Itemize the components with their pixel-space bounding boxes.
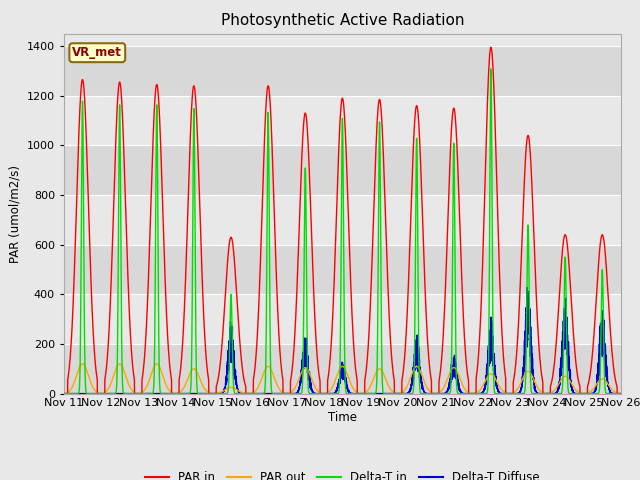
PAR out (60, 391, 68, 396)
PAR out (322, 391, 330, 396)
PAR in (322, 391, 330, 396)
PAR in (160, 246, 168, 252)
PAR out (436, 389, 444, 395)
PAR in (487, 44, 495, 50)
PAR out (467, 391, 475, 396)
Delta-T Diffuse (60, 391, 68, 396)
Delta-T Diffuse (499, 391, 506, 396)
Legend: PAR in, PAR out, Delta-T in, Delta-T Diffuse: PAR in, PAR out, Delta-T in, Delta-T Dif… (140, 466, 545, 480)
Bar (64, 294, 621, 344)
PAR in (467, 391, 475, 396)
Delta-T in (160, 391, 168, 396)
Delta-T Diffuse (467, 391, 475, 396)
PAR in (617, 391, 625, 396)
X-axis label: Time: Time (328, 411, 357, 424)
Delta-T Diffuse (160, 391, 168, 396)
Line: Delta-T Diffuse: Delta-T Diffuse (64, 288, 621, 394)
PAR out (499, 388, 507, 394)
Bar (64, 145, 621, 195)
Title: Photosynthetic Active Radiation: Photosynthetic Active Radiation (221, 13, 464, 28)
Delta-T in (499, 391, 507, 396)
Line: PAR in: PAR in (64, 47, 621, 394)
Delta-T in (617, 391, 625, 396)
Bar (64, 245, 621, 294)
Delta-T in (487, 66, 495, 72)
Delta-T in (616, 391, 624, 396)
Delta-T Diffuse (616, 391, 624, 396)
Line: Delta-T in: Delta-T in (64, 69, 621, 394)
Bar (64, 344, 621, 394)
Delta-T Diffuse (436, 391, 444, 396)
Delta-T in (60, 391, 68, 396)
Y-axis label: PAR (umol/m2/s): PAR (umol/m2/s) (8, 165, 21, 263)
Delta-T in (467, 391, 475, 396)
PAR in (436, 369, 444, 375)
Bar (64, 96, 621, 145)
PAR out (161, 377, 168, 383)
Bar (64, 195, 621, 245)
Delta-T Diffuse (524, 285, 531, 290)
PAR out (79, 361, 86, 367)
PAR out (617, 391, 625, 396)
Line: PAR out: PAR out (64, 364, 621, 394)
PAR out (616, 391, 624, 396)
PAR in (616, 391, 624, 396)
Delta-T in (436, 391, 444, 396)
Delta-T Diffuse (322, 391, 330, 396)
Delta-T Diffuse (617, 391, 625, 396)
Delta-T in (322, 391, 330, 396)
Bar (64, 46, 621, 96)
PAR in (499, 345, 507, 351)
PAR in (60, 391, 68, 396)
Text: VR_met: VR_met (72, 46, 122, 59)
